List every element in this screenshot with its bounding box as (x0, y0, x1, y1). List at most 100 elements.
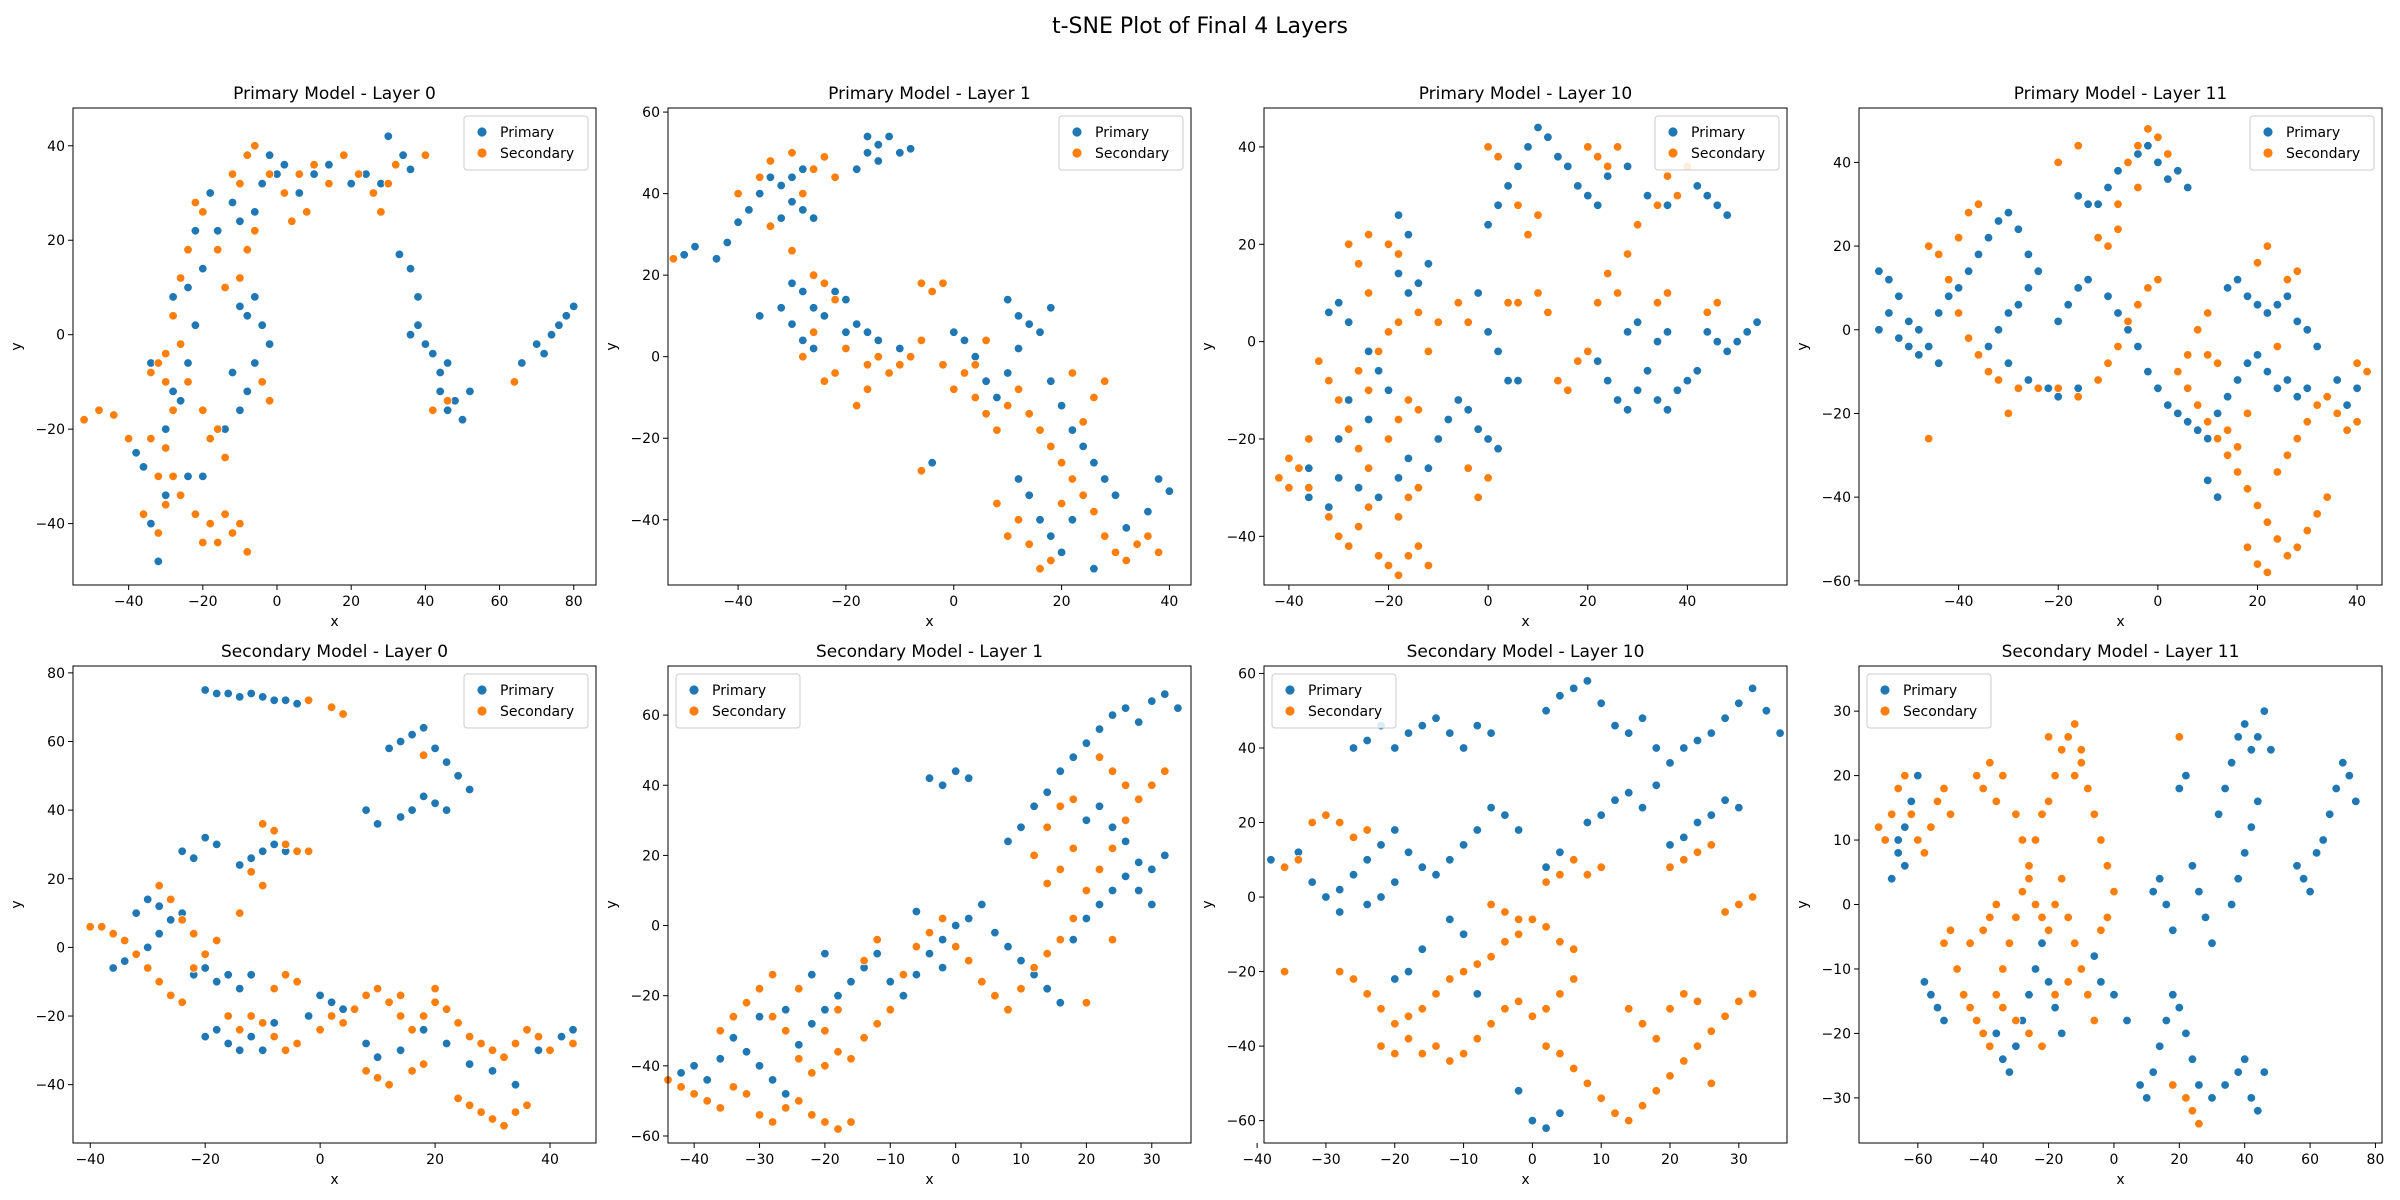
point-primary (2212, 492, 2223, 502)
point-secondary (2272, 467, 2283, 477)
point-primary (1304, 492, 1314, 503)
point-secondary (1513, 298, 1523, 308)
point-secondary (2212, 358, 2223, 368)
point-primary (1390, 825, 1400, 835)
point-primary (1445, 855, 1455, 865)
point-secondary (361, 990, 371, 1001)
x-tick-label: 20 (342, 594, 360, 610)
point-secondary (1651, 1086, 1662, 1096)
point-primary (2292, 861, 2302, 871)
point-primary (138, 462, 149, 472)
point-primary (407, 805, 417, 815)
point-secondary (1483, 473, 1493, 483)
point-secondary (1543, 307, 1553, 318)
point-primary (1672, 385, 1683, 396)
point-secondary (1679, 989, 1689, 999)
x-tick-label: −10 (1449, 1152, 1479, 1168)
point-secondary (1720, 907, 1730, 917)
point-secondary (1939, 938, 1949, 948)
point-secondary (372, 983, 383, 994)
x-tick-label: −20 (1380, 1152, 1410, 1168)
point-primary (1403, 453, 1414, 464)
point-primary (715, 1054, 726, 1064)
legend-marker-secondary (2262, 147, 2274, 159)
y-tick-label: 0 (1842, 323, 1851, 339)
point-secondary (154, 880, 164, 891)
point-secondary (916, 278, 927, 289)
point-secondary (2153, 132, 2163, 143)
point-primary (676, 1068, 686, 1078)
point-primary (539, 348, 549, 359)
point-primary (2344, 770, 2355, 781)
y-tick-label: 40 (642, 778, 660, 794)
point-secondary (1417, 1048, 1428, 1059)
point-primary (324, 159, 334, 170)
point-secondary (2262, 517, 2273, 527)
point-primary (1472, 989, 1483, 999)
point-primary (1403, 229, 1414, 240)
point-primary (1029, 801, 1039, 812)
point-primary (1623, 728, 1634, 738)
point-primary (2148, 886, 2158, 897)
point-primary (372, 819, 383, 829)
point-primary (767, 1075, 778, 1085)
point-secondary (138, 509, 149, 519)
point-primary (395, 812, 406, 822)
point-secondary (280, 970, 291, 980)
point-primary (242, 311, 253, 321)
point-secondary (235, 178, 245, 189)
point-secondary (361, 1066, 371, 1076)
point-secondary (1592, 298, 1603, 308)
point-primary (361, 1038, 371, 1049)
point-secondary (1099, 376, 1110, 386)
point-secondary (1665, 862, 1675, 872)
point-secondary (1913, 835, 1923, 845)
point-primary (1493, 346, 1503, 357)
point-secondary (2011, 809, 2021, 820)
point-secondary (200, 949, 210, 960)
axes-frame (1263, 665, 1788, 1144)
point-primary (1068, 934, 1079, 945)
x-axis-label: x (925, 614, 933, 630)
point-secondary (862, 384, 873, 395)
point-secondary (279, 188, 290, 198)
point-secondary (1486, 899, 1496, 910)
y-tick-label: 40 (1833, 155, 1851, 171)
x-axis-label: x (330, 1172, 338, 1188)
legend-marker-primary (688, 684, 700, 696)
point-primary (2083, 199, 2093, 209)
y-tick-label: −40 (630, 1059, 660, 1075)
point-secondary (1056, 498, 1067, 509)
point-secondary (1363, 229, 1374, 240)
point-primary (937, 962, 948, 973)
point-secondary (1110, 547, 1121, 558)
point-primary (1081, 738, 1092, 748)
point-primary (326, 997, 337, 1008)
point-primary (2202, 475, 2213, 486)
point-secondary (1652, 298, 1663, 308)
point-primary (1527, 1115, 1538, 1126)
point-primary (1622, 327, 1633, 337)
point-secondary (1413, 541, 1424, 551)
point-primary (1321, 892, 1331, 902)
point-secondary (1121, 555, 1132, 566)
point-secondary (302, 207, 312, 217)
point-primary (1445, 728, 1455, 738)
point-primary (2133, 149, 2143, 159)
point-primary (2259, 1067, 2270, 1077)
y-tick-label: −20 (630, 431, 660, 447)
point-primary (798, 164, 808, 174)
point-primary (1055, 998, 1066, 1008)
point-secondary (1610, 1108, 1620, 1118)
y-tick-label: 20 (642, 268, 660, 284)
point-secondary (833, 1005, 843, 1015)
point-primary (235, 405, 245, 416)
point-secondary (787, 148, 797, 158)
point-primary (2302, 325, 2313, 335)
point-primary (1304, 463, 1314, 473)
point-secondary (830, 172, 840, 183)
point-primary (1563, 161, 1573, 172)
point-primary (1423, 463, 1434, 473)
point-primary (442, 405, 453, 416)
point-primary (862, 131, 873, 142)
